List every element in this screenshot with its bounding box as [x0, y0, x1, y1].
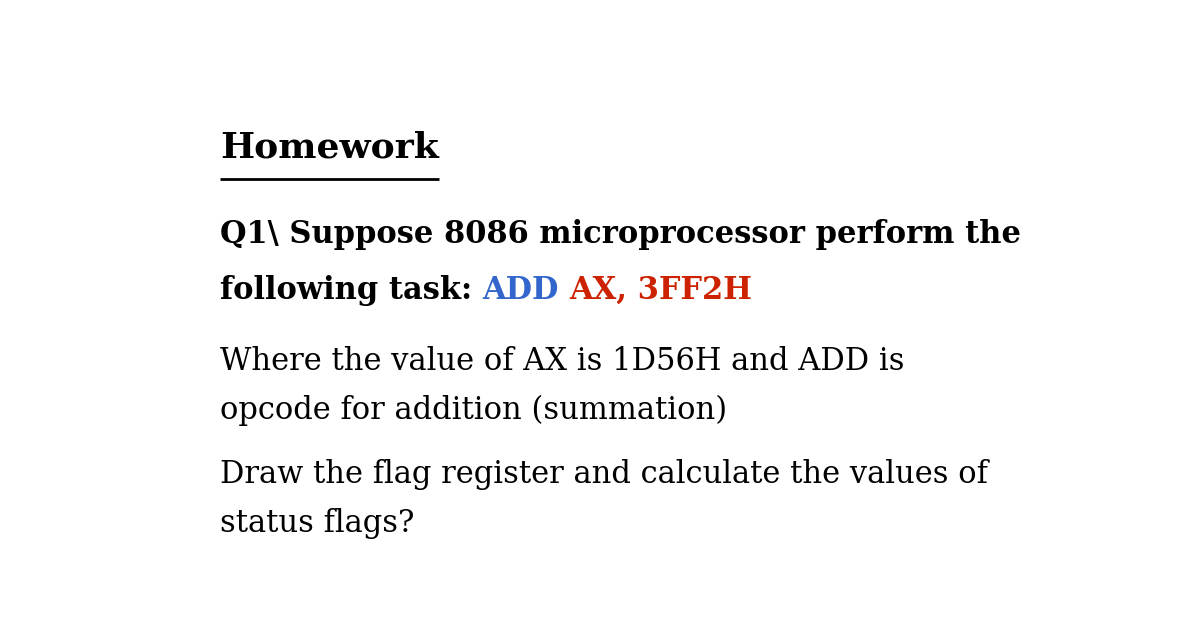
Text: following task:: following task:: [220, 275, 482, 306]
Text: status flags?: status flags?: [220, 508, 414, 539]
Text: opcode for addition (summation): opcode for addition (summation): [220, 395, 727, 426]
Text: Where the value of AX is 1D56H and ADD is: Where the value of AX is 1D56H and ADD i…: [220, 346, 905, 377]
Text: Q1\ Suppose 8086 microprocessor perform the: Q1\ Suppose 8086 microprocessor perform …: [220, 219, 1021, 250]
Text: ADD: ADD: [482, 275, 570, 306]
Text: AX, 3FF2H: AX, 3FF2H: [570, 275, 752, 306]
Text: Homework: Homework: [220, 130, 438, 164]
Text: Draw the flag register and calculate the values of: Draw the flag register and calculate the…: [220, 459, 988, 490]
